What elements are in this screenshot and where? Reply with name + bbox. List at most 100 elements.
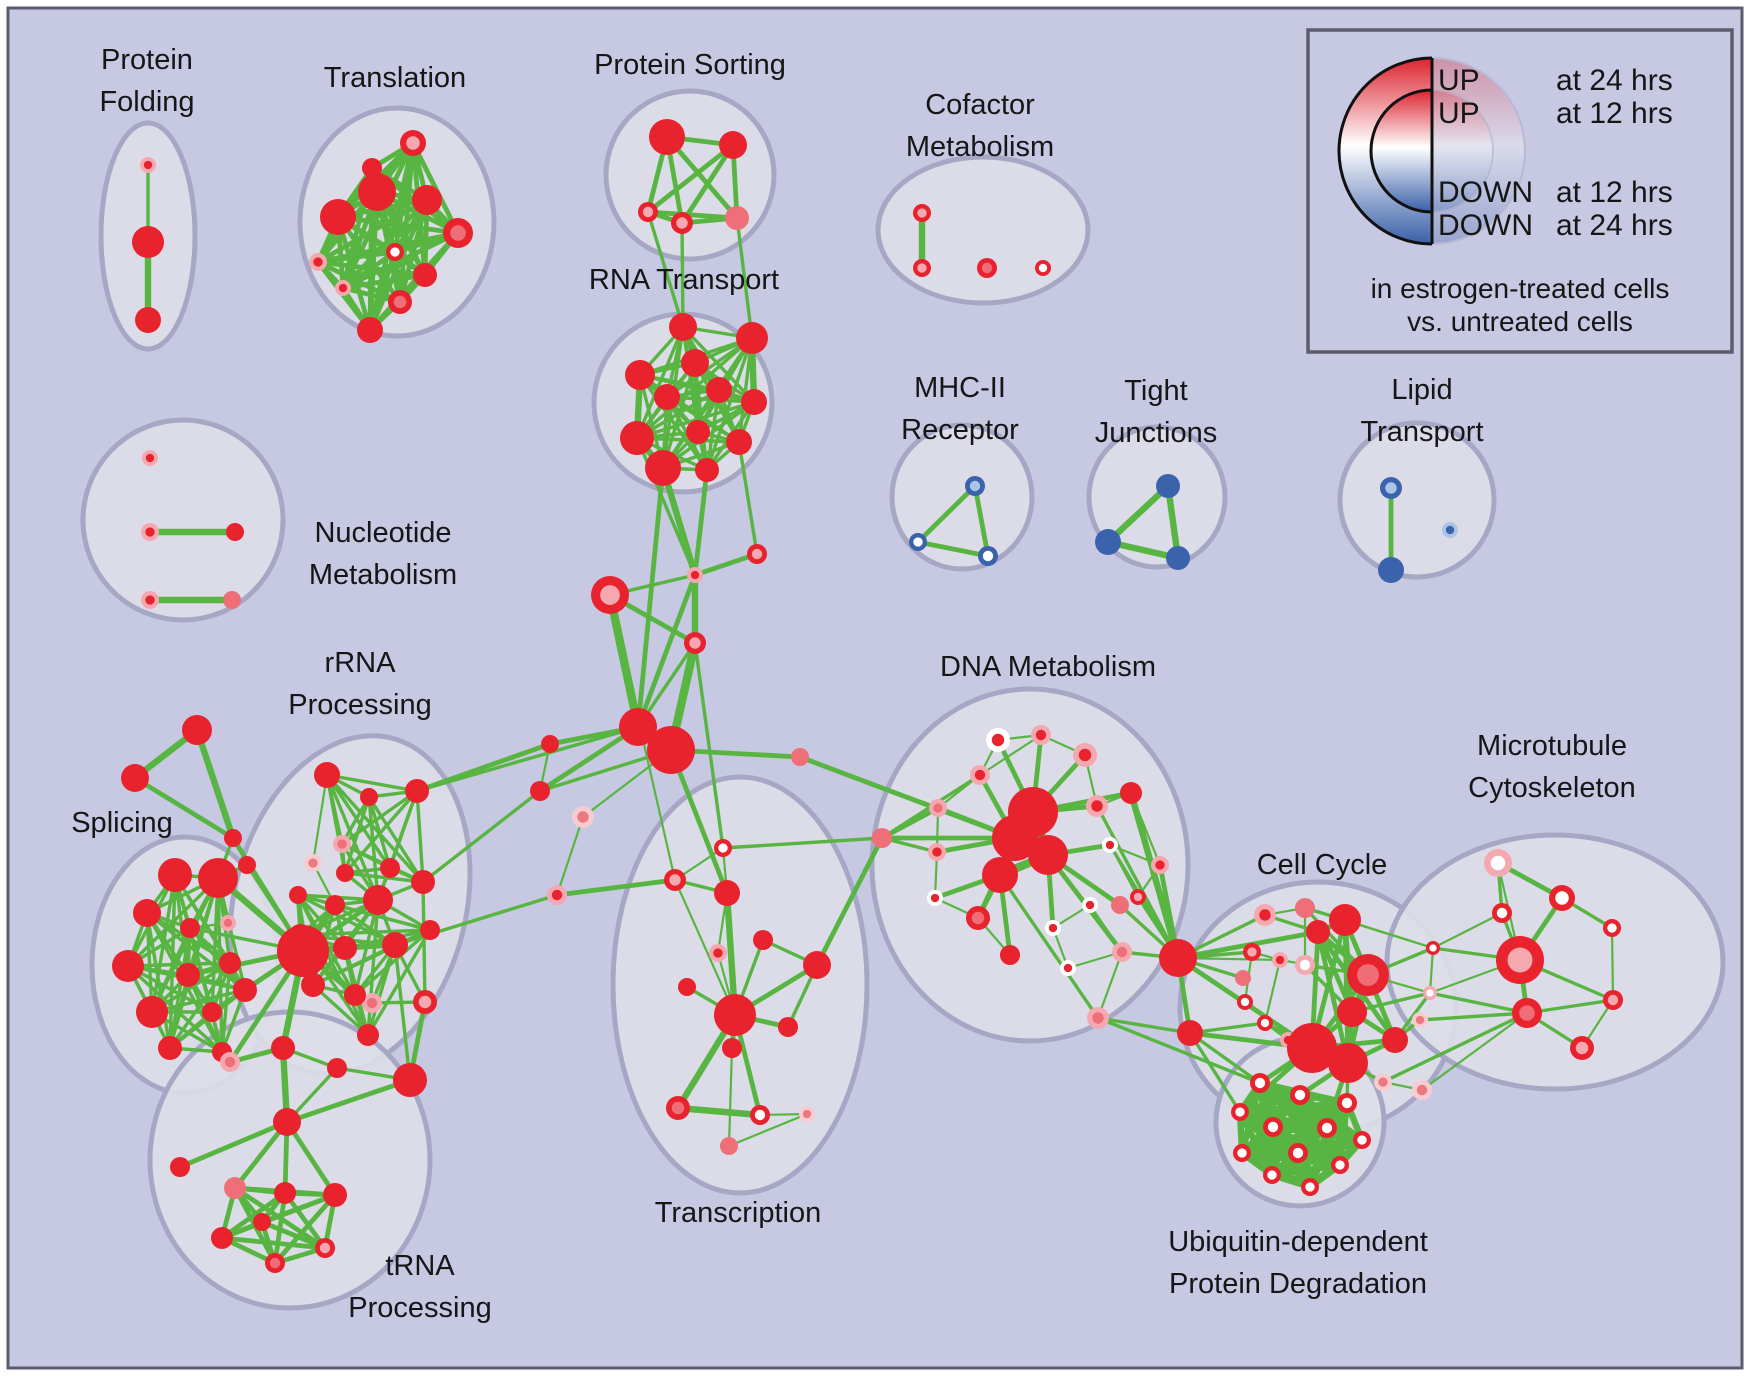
node-layer — [112, 119, 1623, 1273]
node-R4 — [681, 349, 709, 377]
cluster-label-mhc-ii-receptor: MHC-II — [914, 372, 1006, 404]
cluster-label-microtubule-cytoskeleton: Microtubule — [1477, 730, 1627, 762]
cluster-label-protein-sorting: Protein Sorting — [594, 49, 786, 81]
edge-HX4-HX6 — [221, 1235, 326, 1251]
node-RR14 — [382, 932, 408, 958]
node-T6 — [386, 243, 404, 261]
node-UB2 — [1290, 1085, 1310, 1105]
edge-RR2-RR11 — [367, 796, 425, 883]
node-MT2 — [1549, 885, 1575, 911]
node-H2 — [647, 726, 695, 774]
node-TX6 — [803, 951, 831, 979]
node-TX10 — [722, 1038, 742, 1058]
edge-TC1-TN1 — [179, 1119, 288, 1170]
node-PS4 — [671, 212, 693, 234]
node-CCn5 — [1235, 970, 1251, 986]
edge-R2-R12 — [666, 336, 753, 399]
node-UB1 — [1250, 1073, 1270, 1093]
cluster-label-nucleotide-metabolism: Nucleotide — [314, 517, 451, 549]
node-RR7 — [380, 858, 400, 878]
node-HX5 — [253, 1213, 271, 1231]
edge-TR1-TR3 — [193, 728, 237, 840]
edge-D22-D24 — [1096, 951, 1124, 1019]
edge-HX3-HX5 — [261, 1192, 336, 1225]
edge-R10-C1 — [659, 467, 699, 576]
node-D9 — [929, 799, 947, 817]
node-PS5 — [725, 206, 749, 230]
node-RR16 — [362, 993, 382, 1013]
cluster-label-ubiquitin-degradation: Protein Degradation — [1169, 1268, 1427, 1300]
node-BR3 — [872, 828, 892, 848]
node-T9 — [413, 263, 437, 287]
edge-T5-T12 — [316, 197, 429, 265]
node-TR1 — [182, 715, 212, 745]
node-CM3 — [977, 258, 997, 278]
edge-TX11-TX12 — [677, 1104, 761, 1119]
edge-PS2-PS3 — [646, 143, 735, 214]
node-PF3 — [135, 307, 161, 333]
cluster-label-lipid-transport: Transport — [1360, 416, 1483, 448]
node-D20 — [1130, 889, 1146, 905]
node-TX12 — [750, 1105, 770, 1125]
cluster-label-translation: Translation — [324, 62, 466, 94]
cluster-label-transcription: Transcription — [655, 1197, 822, 1229]
legend-box — [1306, 28, 1734, 354]
edge-RR1-RR3 — [326, 773, 418, 793]
edge-MTbr3-MT7 — [1419, 1011, 1528, 1022]
node-HX1 — [224, 1177, 246, 1199]
label-layer: Protein Folding Translation Protein Sorting… — [71, 44, 1636, 1324]
node-SP11 — [158, 1036, 182, 1060]
edge-UB3-UB4 — [1239, 1099, 1348, 1116]
edge-PS2-PS4 — [679, 143, 736, 225]
edge-RR6-RR11 — [344, 871, 424, 884]
edge-RR15-RR18 — [353, 928, 432, 997]
node-TX9 — [778, 1017, 798, 1037]
node-R7 — [620, 421, 654, 455]
node-RR4 — [304, 854, 322, 872]
node-SP8 — [202, 1002, 222, 1022]
node-CCn7 — [1237, 994, 1253, 1010]
node-BR1 — [547, 885, 567, 905]
node-PS1 — [649, 119, 685, 155]
node-D16 — [1045, 920, 1061, 936]
node-D21 — [1082, 897, 1098, 913]
node-RR2 — [360, 788, 378, 806]
node-PF2 — [132, 226, 164, 258]
node-N5 — [223, 591, 241, 609]
node-RR12 — [289, 924, 311, 946]
node-MT10 — [1603, 919, 1621, 937]
node-HX6 — [315, 1238, 335, 1258]
cluster-label-rrna-processing: rRNA — [325, 647, 397, 679]
node-CCb7 — [1382, 1027, 1408, 1053]
node-C3 — [591, 576, 629, 614]
node-RR19 — [413, 990, 437, 1014]
cluster-label-protein-folding: Folding — [99, 86, 194, 118]
cluster-label-protein-folding: Protein — [101, 44, 193, 76]
edge-SB-RR11 — [421, 789, 542, 884]
node-CCn1 — [1254, 904, 1276, 926]
edge-CCn2-MTbr1 — [1304, 906, 1434, 950]
cluster-label-lipid-transport: Lipid — [1391, 374, 1452, 406]
node-SP13 — [238, 856, 256, 874]
node-UBr1 — [1374, 1073, 1392, 1091]
node-D15 — [966, 906, 990, 930]
node-D12 — [1086, 795, 1108, 817]
edge-D6-D8 — [979, 734, 1042, 776]
node-UB3 — [1337, 1093, 1357, 1113]
node-PS2 — [719, 131, 747, 159]
cluster-label-tight-junctions: Junctions — [1095, 417, 1218, 449]
node-UB7 — [1353, 1131, 1371, 1149]
cluster-label-cofactor-metabolism: Metabolism — [906, 131, 1054, 163]
node-HX4 — [211, 1227, 233, 1249]
node-TX3 — [714, 880, 740, 906]
node-TX13 — [799, 1106, 815, 1122]
edge-R1-R7 — [635, 326, 685, 439]
edge-HX5-HX6 — [261, 1219, 326, 1251]
edge-MT10-MT8 — [1610, 927, 1615, 1001]
node-TX1 — [714, 839, 732, 857]
node-H1 — [619, 708, 657, 746]
edge-PS4-R1 — [680, 222, 685, 328]
edge-PS3-R1 — [646, 211, 685, 328]
node-T8 — [443, 218, 473, 248]
node-D22 — [1112, 942, 1132, 962]
